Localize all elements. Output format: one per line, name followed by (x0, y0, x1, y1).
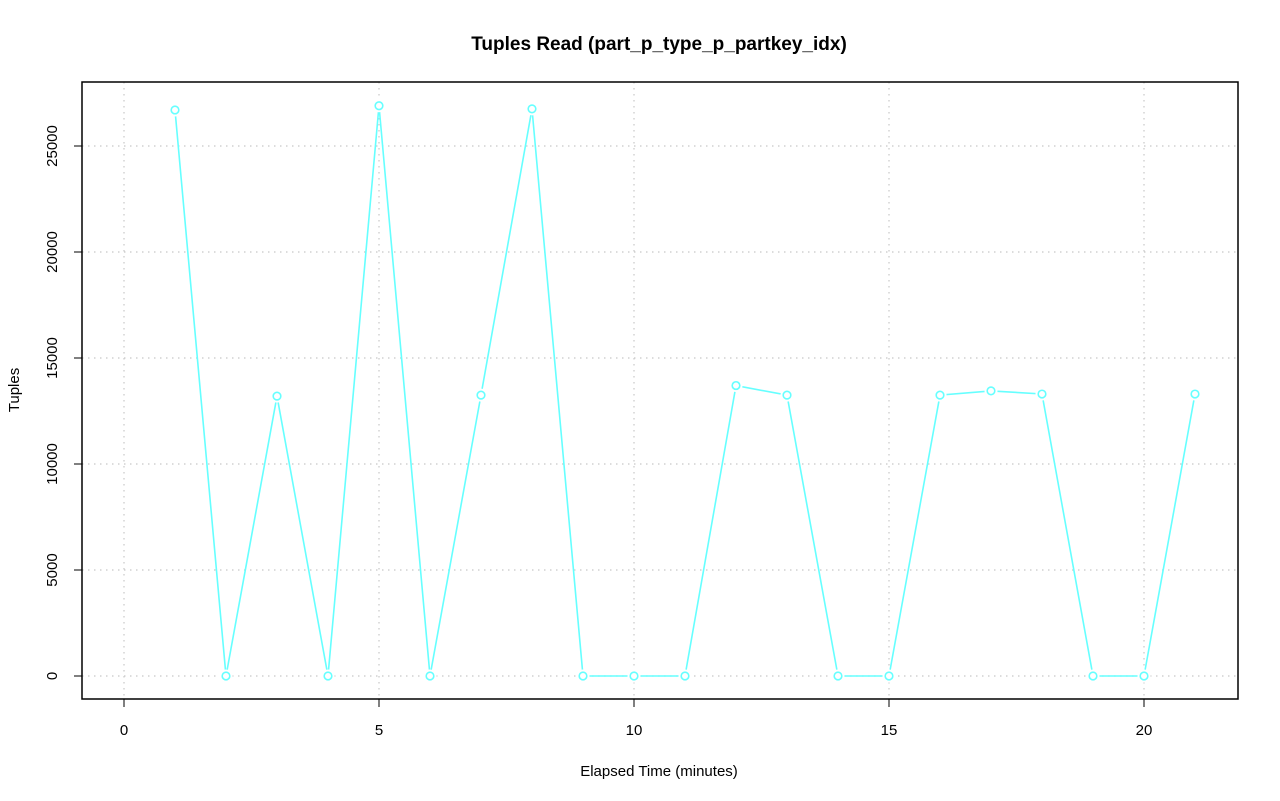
data-point (527, 104, 537, 114)
data-point (578, 671, 588, 681)
grid (82, 82, 1238, 699)
x-tick-label: 5 (375, 722, 383, 739)
chart-title: Tuples Read (part_p_type_p_partkey_idx) (471, 34, 847, 55)
y-tick-label: 10000 (44, 443, 61, 485)
data-point (1190, 389, 1200, 399)
y-tick-label: 5000 (44, 553, 61, 586)
series (168, 99, 1202, 683)
data-point (374, 101, 384, 111)
data-point (272, 391, 282, 401)
data-point (1037, 389, 1047, 399)
x-tick-label: 0 (120, 722, 128, 739)
data-point (680, 671, 690, 681)
y-axis-label: Tuples (6, 368, 23, 412)
data-point (221, 671, 231, 681)
data-point (170, 105, 180, 115)
y-tick-label: 15000 (44, 337, 61, 379)
x-axis-label: Elapsed Time (minutes) (580, 763, 738, 780)
axes: 0 5 10 15 20 0 5000 10000 15000 20000 25000 (44, 125, 1152, 739)
data-point (425, 671, 435, 681)
data-point (629, 671, 639, 681)
data-point (1139, 671, 1149, 681)
data-point (476, 390, 486, 400)
x-tick-label: 15 (881, 722, 898, 739)
data-point (935, 390, 945, 400)
data-point (782, 390, 792, 400)
y-tick-label: 20000 (44, 231, 61, 273)
y-tick-label: 25000 (44, 125, 61, 167)
plot-frame (81, 81, 1239, 700)
x-tick-label: 10 (626, 722, 643, 739)
data-point (986, 386, 996, 396)
data-point (731, 380, 741, 391)
data-point (1088, 671, 1098, 681)
data-point (833, 671, 843, 681)
data-point (884, 671, 894, 681)
x-tick-label: 20 (1136, 722, 1153, 739)
data-point (323, 671, 333, 681)
y-tick-label: 0 (44, 672, 61, 680)
